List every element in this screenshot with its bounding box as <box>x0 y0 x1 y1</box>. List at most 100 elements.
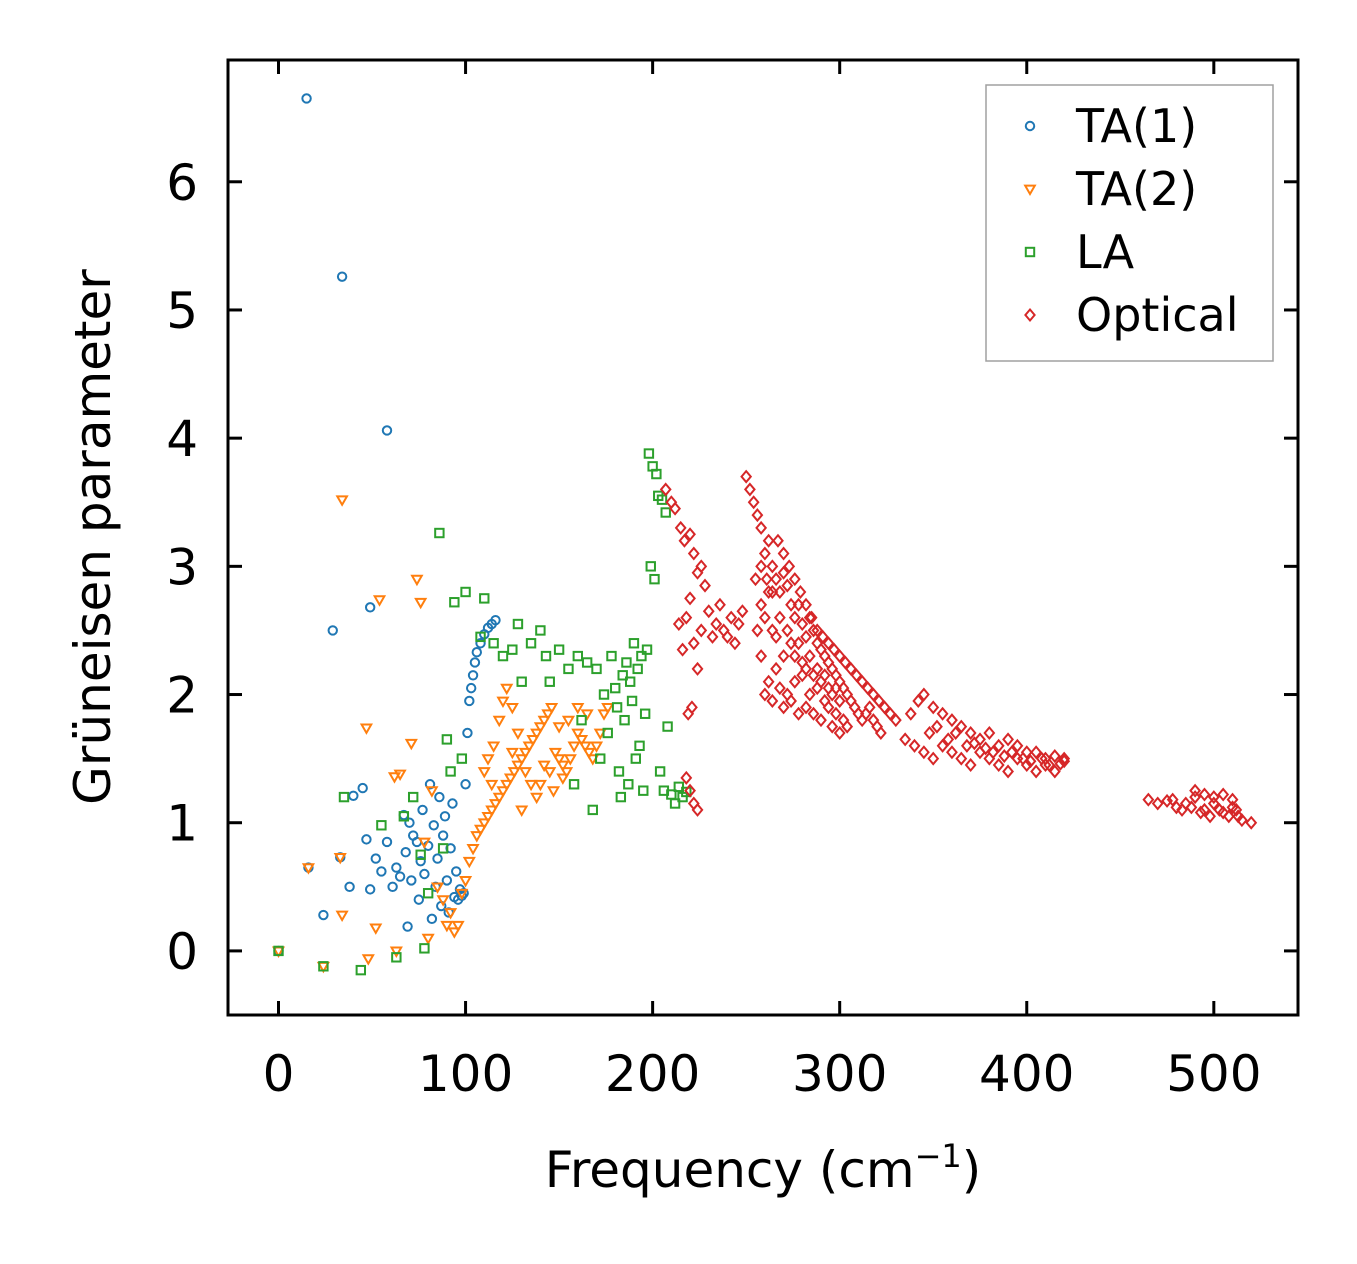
data-point <box>788 610 801 625</box>
y-tick-label: 4 <box>166 410 198 468</box>
data-point <box>578 741 592 753</box>
data-point <box>357 782 368 794</box>
data-point <box>656 494 668 505</box>
legend-label: LA <box>1076 225 1135 279</box>
data-point <box>751 508 764 523</box>
scatter-points-group <box>271 93 1258 976</box>
data-point <box>524 779 538 792</box>
data-point <box>1035 751 1048 766</box>
data-point <box>518 767 532 779</box>
data-point <box>460 779 471 790</box>
data-point <box>381 425 393 436</box>
data-point <box>660 507 671 518</box>
data-point <box>873 693 885 708</box>
data-point <box>946 713 958 728</box>
data-point <box>611 702 623 713</box>
data-point <box>766 693 779 708</box>
data-point <box>516 676 527 687</box>
data-point <box>571 728 585 741</box>
data-point <box>800 700 812 715</box>
data-point <box>710 617 723 632</box>
data-point <box>518 747 532 760</box>
data-point <box>861 681 874 696</box>
data-point <box>404 817 415 828</box>
data-point <box>361 834 372 845</box>
data-point <box>936 738 949 753</box>
data-point <box>619 714 630 726</box>
data-point <box>582 747 596 760</box>
data-point <box>770 629 783 644</box>
data-point <box>415 849 426 860</box>
data-point <box>421 933 435 946</box>
data-point <box>426 913 438 925</box>
data-point <box>936 706 949 721</box>
data-point <box>537 715 551 728</box>
y-tick-label: 5 <box>166 282 198 340</box>
series-ta-2- <box>271 495 615 974</box>
data-point <box>428 820 439 831</box>
data-point <box>402 921 413 932</box>
data-point <box>598 689 610 700</box>
data-point <box>751 623 764 638</box>
data-point <box>434 527 445 539</box>
data-point <box>563 663 574 675</box>
data-point <box>541 709 555 721</box>
data-point <box>669 798 681 809</box>
data-point <box>475 638 486 649</box>
data-point <box>766 584 779 599</box>
data-point <box>500 683 514 696</box>
data-point <box>574 735 589 747</box>
data-point <box>462 856 476 869</box>
data-point <box>805 610 818 625</box>
data-point <box>1189 783 1202 798</box>
data-point <box>955 751 968 766</box>
data-point <box>800 597 812 612</box>
data-point <box>792 597 805 612</box>
data-point <box>1002 732 1014 747</box>
data-point <box>1217 805 1230 820</box>
data-point <box>931 719 943 734</box>
data-point <box>680 610 693 625</box>
data-point <box>595 753 606 764</box>
data-point <box>662 721 673 732</box>
data-point <box>424 779 436 790</box>
series-optical <box>659 469 1258 830</box>
data-point <box>638 785 649 796</box>
data-point <box>826 719 839 734</box>
data-point <box>992 738 1005 753</box>
data-point <box>659 482 672 497</box>
data-point <box>439 811 451 822</box>
y-tick-label: 0 <box>166 923 198 981</box>
data-point <box>1048 764 1061 779</box>
data-point <box>530 728 544 741</box>
data-point <box>492 715 506 728</box>
data-point <box>327 625 338 636</box>
data-point <box>794 584 807 599</box>
data-point <box>535 625 546 636</box>
data-point <box>1207 790 1220 805</box>
data-point <box>649 573 660 585</box>
data-point <box>1054 756 1067 771</box>
data-point <box>419 868 430 880</box>
data-point <box>273 945 284 957</box>
data-point <box>777 546 790 561</box>
data-point <box>643 448 655 459</box>
data-point <box>563 754 577 766</box>
data-point <box>430 882 445 894</box>
data-point <box>553 644 565 655</box>
data-point <box>515 754 529 766</box>
legend-label: TA(2) <box>1075 162 1197 216</box>
data-point <box>695 559 708 574</box>
data-point <box>1024 754 1037 769</box>
data-point <box>760 572 773 587</box>
data-point <box>687 636 700 651</box>
data-point <box>777 649 790 664</box>
data-point <box>923 725 936 740</box>
data-point <box>466 843 480 856</box>
data-point <box>672 617 685 632</box>
data-point <box>587 804 598 816</box>
data-point <box>927 700 940 715</box>
data-point <box>766 559 779 574</box>
data-point <box>1230 802 1243 817</box>
data-point <box>828 642 841 657</box>
